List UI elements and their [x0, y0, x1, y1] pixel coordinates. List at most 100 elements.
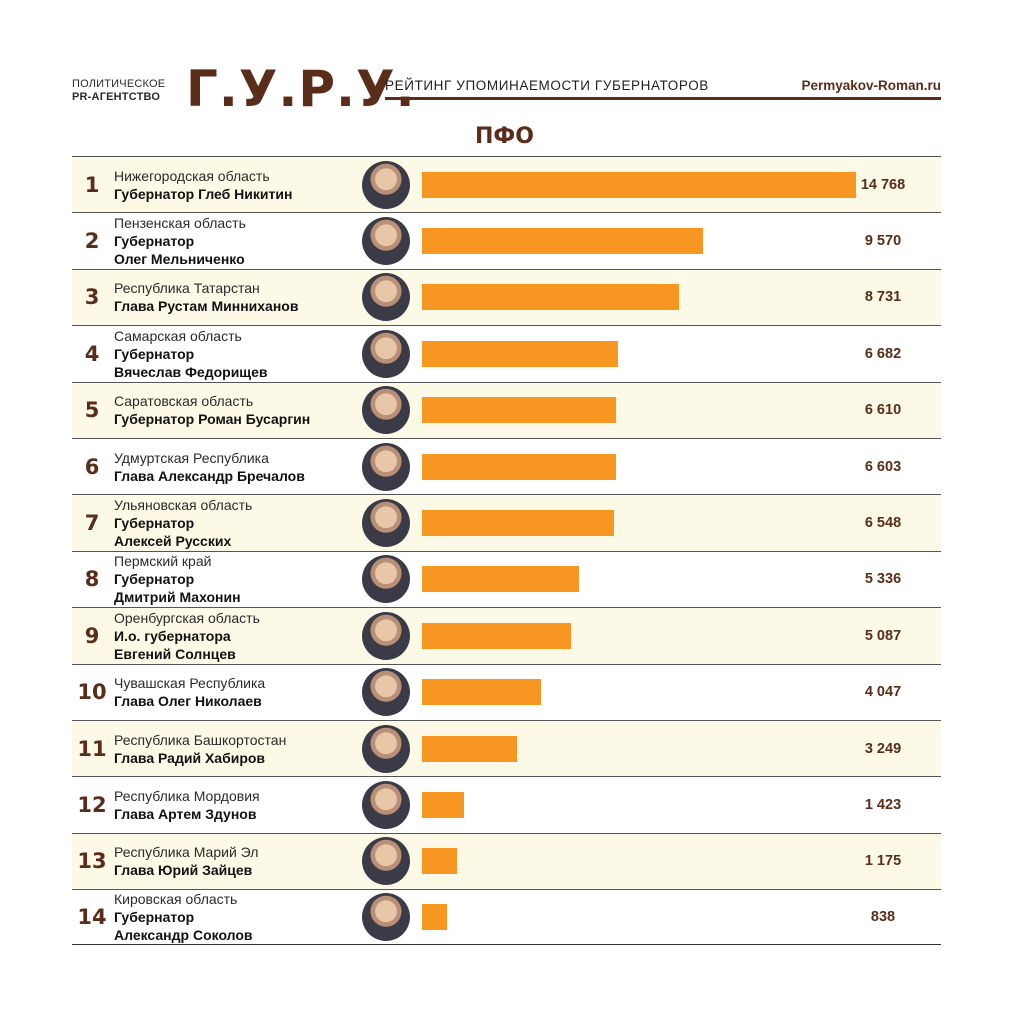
chart-subtitle: РЕЙТИНГ УПОМИНАЕМОСТИ ГУБЕРНАТОРОВ — [385, 78, 709, 93]
mention-bar — [422, 510, 614, 537]
governor-title: Глава Юрий Зайцев — [114, 862, 253, 879]
governor-photo-icon — [362, 273, 410, 322]
rank-number: 14 — [77, 905, 107, 930]
rank-number: 13 — [77, 849, 107, 874]
table-row: 11 Республика Башкортостан Глава Радий Хаб… — [72, 719, 941, 777]
mention-count: 9 570 — [864, 233, 902, 250]
governor-title: Губернатор — [114, 515, 195, 532]
mention-bar — [422, 622, 571, 649]
governor-info: Саратовская область Губернатор Роман Буса… — [114, 383, 310, 438]
governor-info: Оренбургская область И.о. губернатора Евге… — [114, 608, 260, 663]
governor-info: Республика Марий Эл Глава Юрий Зайцев — [114, 834, 258, 889]
agency-label: ПОЛИТИЧЕСКОЕ PR-АГЕНТСТВО — [72, 78, 165, 104]
mention-bar — [422, 453, 616, 480]
governor-title: Губернатор — [114, 345, 195, 362]
governor-info: Пермский край Губернатор Дмитрий Махонин — [114, 552, 241, 607]
mention-bar — [422, 735, 517, 762]
rank-number: 3 — [84, 285, 100, 310]
governor-title: Глава Радий Хабиров — [114, 749, 266, 766]
governor-title: Глава Артем Здунов — [114, 805, 257, 822]
governor-info: Удмуртская Республика Глава Александр Бре… — [114, 439, 305, 494]
logo: Г.У.Р.У. — [186, 60, 416, 118]
region-name: Республика Башкортостан — [114, 731, 287, 748]
table-row: 8 Пермский край Губернатор Дмитрий Махонин 5… — [72, 550, 941, 607]
mention-count: 8 731 — [864, 289, 902, 306]
mention-count: 1 423 — [864, 796, 902, 813]
table-row: 4 Самарская область Губернатор Вячеслав Фед… — [72, 325, 941, 381]
region-name: Республика Татарстан — [114, 280, 260, 297]
governor-title: Глава Рустам Минниханов — [114, 298, 299, 315]
mention-count: 6 548 — [864, 515, 902, 532]
mention-count: 838 — [870, 909, 896, 926]
governor-name: Евгений Солнцев — [114, 645, 236, 662]
governor-photo-icon — [362, 499, 410, 548]
region-name: Пензенская область — [114, 215, 246, 232]
governor-name: Олег Мельниченко — [114, 251, 245, 268]
rank-number: 2 — [84, 229, 100, 254]
mention-count: 5 336 — [864, 571, 902, 588]
governor-info: Республика Татарстан Глава Рустам Минниха… — [114, 270, 298, 325]
governor-title: Губернатор Роман Бусаргин — [114, 411, 311, 428]
governor-info: Кировская область Губернатор Александр Сок… — [114, 890, 253, 944]
governor-photo-icon — [362, 724, 410, 773]
governor-photo-icon — [362, 837, 410, 886]
mention-bar — [422, 397, 616, 424]
mention-bar — [422, 340, 618, 367]
rank-number: 1 — [84, 172, 100, 197]
mention-bar — [422, 848, 457, 875]
mention-bar — [422, 791, 464, 818]
governor-title: Глава Александр Бречалов — [114, 467, 305, 484]
region-name: Республика Мордовия — [114, 787, 260, 804]
site-link[interactable]: Permyakov-Roman.ru — [801, 78, 941, 93]
table-row: 5 Саратовская область Губернатор Роман Бус… — [72, 381, 941, 438]
governor-photo-icon — [362, 386, 410, 435]
mention-count: 14 768 — [860, 176, 906, 193]
table-row: 9 Оренбургская область И.о. губернатора Евг… — [72, 607, 941, 664]
region-name: Саратовская область — [114, 393, 254, 410]
agency-line1: ПОЛИТИЧЕСКОЕ — [72, 78, 166, 90]
region-name: Ульяновская область — [114, 497, 253, 514]
governor-info: Нижегородская область Губернатор Глеб Ник… — [114, 157, 292, 212]
mention-count: 5 087 — [864, 627, 902, 644]
header-rule — [385, 97, 941, 100]
rank-number: 4 — [84, 341, 100, 366]
region-name: Кировская область — [114, 891, 238, 908]
governor-photo-icon — [362, 668, 410, 717]
mention-count: 1 175 — [864, 853, 902, 870]
governor-photo-icon — [362, 555, 410, 604]
governor-photo-icon — [362, 780, 410, 829]
mention-bar — [422, 284, 679, 311]
governor-info: Республика Башкортостан Глава Радий Хабир… — [114, 721, 286, 776]
region-name: Нижегородская область — [114, 167, 270, 184]
rank-number: 10 — [77, 680, 107, 705]
governor-title: Губернатор Глеб Никитин — [114, 185, 293, 202]
region-name: Удмуртская Республика — [114, 449, 269, 466]
governor-photo-icon — [362, 217, 410, 266]
agency-line2: PR-АГЕНТСТВО — [72, 91, 161, 103]
mention-count: 6 610 — [864, 402, 902, 419]
rank-number: 6 — [84, 454, 100, 479]
governor-title: И.о. губернатора — [114, 627, 231, 644]
governor-photo-icon — [362, 329, 410, 378]
mention-count: 3 249 — [864, 740, 902, 757]
rank-number: 7 — [84, 511, 100, 536]
table-row: 3 Республика Татарстан Глава Рустам Минних… — [72, 268, 941, 326]
mention-bar — [422, 171, 856, 198]
governor-info: Самарская область Губернатор Вячеслав Федо… — [114, 326, 268, 381]
governor-photo-icon — [362, 893, 410, 942]
rank-number: 11 — [77, 736, 107, 761]
region-title: ПФО — [475, 124, 534, 149]
region-name: Республика Марий Эл — [114, 844, 259, 861]
rank-number: 5 — [84, 398, 100, 423]
region-name: Оренбургская область — [114, 609, 260, 626]
table-row: 7 Ульяновская область Губернатор Алексей Ру… — [72, 494, 941, 551]
region-name: Пермский край — [114, 553, 212, 570]
region-name: Самарская область — [114, 327, 242, 344]
table-row: 2 Пензенская область Губернатор Олег Мельни… — [72, 212, 941, 268]
governor-title: Губернатор — [114, 571, 195, 588]
governor-name: Александр Соколов — [114, 927, 253, 944]
mention-count: 6 603 — [864, 458, 902, 475]
rank-number: 8 — [84, 567, 100, 592]
governor-photo-icon — [362, 611, 410, 660]
governor-title: Глава Олег Николаев — [114, 693, 262, 710]
